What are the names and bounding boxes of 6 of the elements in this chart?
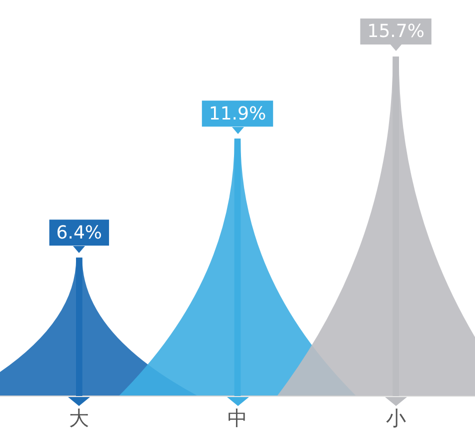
data-label: 6.4% — [56, 222, 102, 244]
x-tick-label: 大 — [69, 406, 90, 430]
data-label: 15.7% — [367, 21, 424, 42]
data-label: 11.9% — [208, 103, 266, 124]
x-tick-label: 小 — [386, 406, 406, 430]
x-tick-label: 中 — [228, 406, 248, 430]
